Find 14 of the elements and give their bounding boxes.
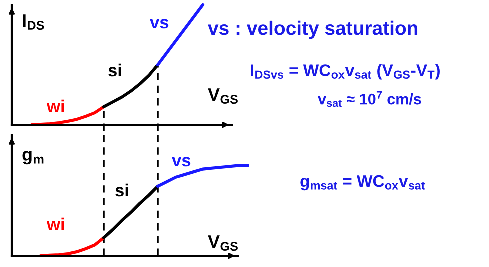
series-label: vs: [150, 19, 169, 29]
x-axis-title: V$_{GS}$: [208, 236, 238, 252]
series-label: wi: [46, 218, 64, 230]
series-label: si: [108, 64, 122, 77]
y-axis-title: g$_{m}$: [22, 151, 44, 165]
series-label: wi: [46, 100, 64, 112]
text: v$_{sat}$ ≈ 10$^{7}$ cm/s: [318, 92, 422, 108]
series-label: vs: [172, 157, 191, 167]
text: I$_{DSvs}$ = WC$_{ox}$v$_{sat}$ (V$_{GS}$-V$_{T}$): [251, 64, 440, 80]
text: g$_{msat}$ = WC$_{ox}$v$_{sat}$: [300, 175, 426, 191]
x-axis-title: V$_{GS}$: [208, 88, 238, 104]
y-axis-title: I$_{DS}$: [23, 14, 44, 30]
series-label: si: [116, 184, 128, 197]
text: vs : velocity saturation: [208, 20, 418, 40]
